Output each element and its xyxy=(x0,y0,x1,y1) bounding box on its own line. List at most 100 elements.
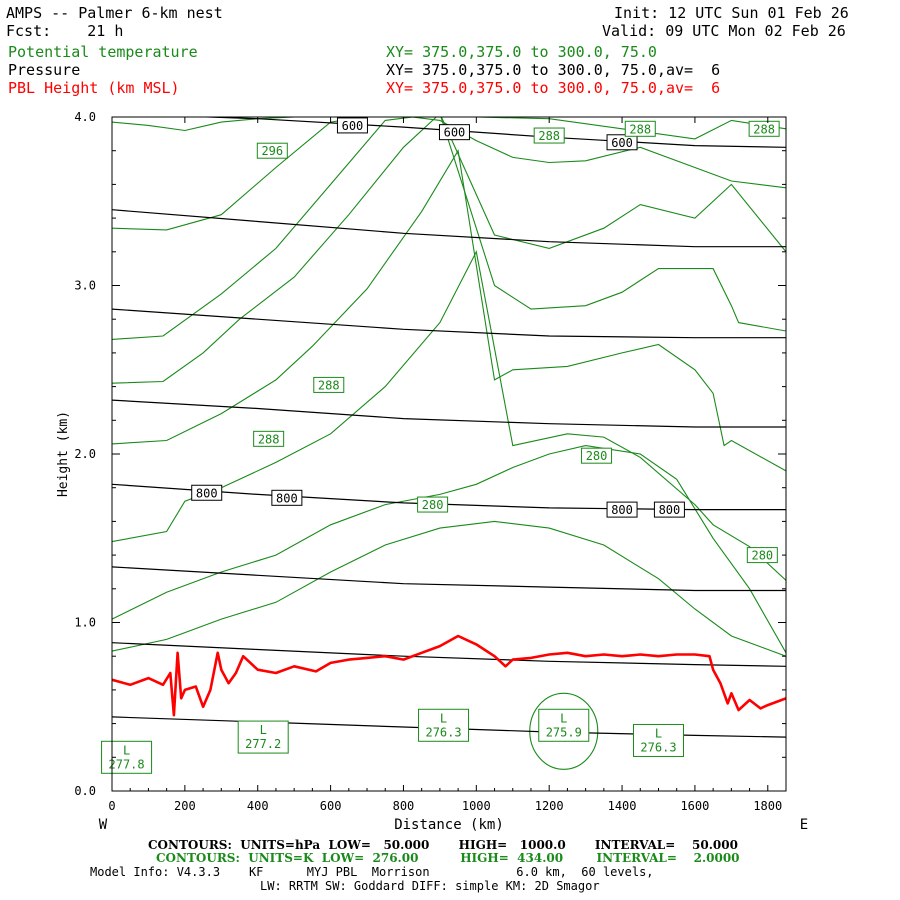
header-title: AMPS -- Palmer 6-km nest xyxy=(6,4,223,22)
x-tick-label-9: 1800 xyxy=(753,799,782,813)
theta-label-7-box xyxy=(417,496,449,513)
theta-label-0-box xyxy=(256,142,288,159)
theta-label-8: 280 xyxy=(746,547,778,564)
pressure-label-1: 600 xyxy=(438,124,470,141)
x-tick-label-2: 400 xyxy=(247,799,269,813)
theta-contour-2 xyxy=(112,117,786,340)
pressure-label-2: 600 xyxy=(606,134,638,151)
theta-label-5-box xyxy=(253,430,285,447)
theta-label-4-box xyxy=(313,376,345,393)
theta-contour-5 xyxy=(112,250,786,581)
footer-physics: LW: RRTM SW: Goddard DIFF: simple KM: 2D… xyxy=(260,879,600,893)
x-tick-label-8: 1600 xyxy=(680,799,709,813)
x-tick-label-1: 200 xyxy=(174,799,196,813)
theta-label-7: 280 xyxy=(417,496,449,513)
low-center-mark-1: L xyxy=(260,723,267,737)
theta-contour-4 xyxy=(112,149,786,472)
low-center-mark-2: L xyxy=(440,711,447,725)
field-theta-xy: XY= 375.0,375.0 to 300.0, 75.0 xyxy=(386,43,657,61)
theta-contour-6 xyxy=(112,445,786,654)
theta-label-3-box xyxy=(748,120,780,137)
west-label: W xyxy=(99,817,108,833)
theta-label-2-box xyxy=(624,120,656,137)
y-tick-label-1: 1.0 xyxy=(74,616,96,630)
field-pbl-xy: XY= 375.0,375.0 to 300.0, 75.0,av= 6 xyxy=(386,79,721,97)
low-center-box-0 xyxy=(101,740,153,774)
pressure-label-5-text: 800 xyxy=(611,503,633,517)
pressure-label-1-box xyxy=(438,124,470,141)
pressure-label-2-box xyxy=(606,134,638,151)
field-pressure-xy: XY= 375.0,375.0 to 300.0, 75.0,av= 6 xyxy=(386,61,721,79)
theta-label-4: 288 xyxy=(313,376,345,393)
x-tick-label-0: 0 xyxy=(108,799,115,813)
pressure-label-5-box xyxy=(606,501,638,518)
pressure-label-0: 600 xyxy=(336,117,368,134)
theta-label-1: 288 xyxy=(533,127,565,144)
footer-theta-contours: CONTOURS: UNITS=K LOW= 276.00 HIGH= 434.… xyxy=(156,851,740,865)
theta-label-3: 288 xyxy=(748,120,780,137)
pressure-label-0-text: 600 xyxy=(342,119,364,133)
theta-label-0-text: 296 xyxy=(261,144,283,158)
pressure-label-4-text: 800 xyxy=(276,491,298,505)
x-tick-label-4: 800 xyxy=(393,799,415,813)
pressure-label-5: 800 xyxy=(606,501,638,518)
pressure-label-4-box xyxy=(271,489,303,506)
low-center-box-4 xyxy=(632,723,684,757)
pbl-height-line xyxy=(112,634,786,717)
pressure-contour-850 xyxy=(112,566,786,592)
footer-model-info: Model Info: V4.3.3 KF MYJ PBL Morrison 6… xyxy=(90,865,654,879)
theta-label-0: 296 xyxy=(256,142,288,159)
pressure-label-6-box xyxy=(653,501,685,518)
field-pbl-name: PBL Height (km MSL) xyxy=(8,79,180,97)
pressure-label-3: 800 xyxy=(191,484,223,501)
low-center-value-1: 277.2 xyxy=(245,737,281,751)
theta-label-8-box xyxy=(746,547,778,564)
theta-label-2-text: 288 xyxy=(629,122,651,136)
low-center-value-2: 276.3 xyxy=(425,725,461,739)
x-axis-title: Distance (km) xyxy=(394,817,504,833)
theta-label-3-text: 288 xyxy=(753,122,775,136)
low-center-value-3: 275.9 xyxy=(546,725,582,739)
theta-label-1-box xyxy=(533,127,565,144)
low-center-mark-0: L xyxy=(123,743,130,757)
y-tick-label-4: 4.0 xyxy=(74,110,96,124)
low-center-value-0: 277.8 xyxy=(109,757,145,771)
footer-pressure-contours: CONTOURS: UNITS=hPa LOW= 50.000 HIGH= 10… xyxy=(148,838,738,852)
theta-contour-7 xyxy=(112,520,786,657)
theta-label-6: 280 xyxy=(581,447,613,464)
pressure-contour-650 xyxy=(112,209,786,248)
low-center-box-1 xyxy=(237,720,289,754)
low-center-box-3 xyxy=(538,708,590,742)
pressure-contour-950 xyxy=(112,716,786,738)
pressure-label-2-text: 600 xyxy=(611,136,633,150)
pressure-contour-800 xyxy=(112,483,786,511)
pressure-contour-700 xyxy=(112,308,786,339)
east-label: E xyxy=(800,817,808,833)
y-tick-label-3: 3.0 xyxy=(74,279,96,293)
x-tick-label-6: 1200 xyxy=(535,799,564,813)
low-center-mark-3: L xyxy=(560,711,567,725)
y-axis-title: Height (km) xyxy=(56,411,71,497)
theta-label-4-text: 288 xyxy=(318,378,340,392)
pressure-label-6: 800 xyxy=(653,501,685,518)
pressure-label-6-text: 800 xyxy=(659,503,681,517)
pressure-label-1-text: 600 xyxy=(444,126,466,140)
y-tick-label-2: 2.0 xyxy=(74,447,96,461)
valid-time: Valid: 09 UTC Mon 02 Feb 26 xyxy=(602,22,846,40)
theta-contour-0 xyxy=(112,117,786,140)
low-center-value-4: 276.3 xyxy=(640,740,676,754)
pressure-label-4: 800 xyxy=(271,489,303,506)
pressure-label-3-text: 800 xyxy=(196,486,218,500)
field-pressure-name: Pressure xyxy=(8,61,81,79)
theta-label-8-text: 280 xyxy=(751,549,773,563)
low-center-box-2 xyxy=(418,708,470,742)
field-theta-name: Potential temperature xyxy=(8,43,198,61)
forecast-hour: Fcst: 21 h xyxy=(6,22,124,40)
theta-contour-3 xyxy=(112,117,786,384)
theta-label-5: 288 xyxy=(253,430,285,447)
